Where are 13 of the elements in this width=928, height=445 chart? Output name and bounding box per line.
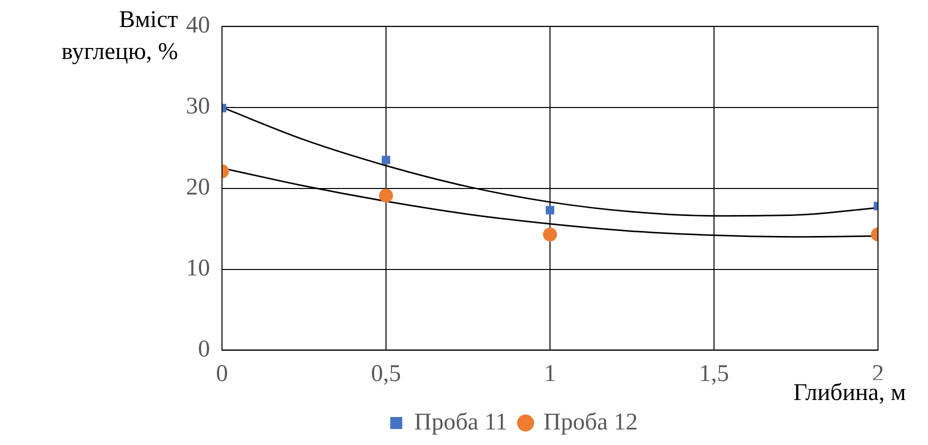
- x-tick-label: 0,5: [371, 360, 401, 387]
- y-tick-label: 40: [186, 12, 210, 39]
- x-tick-label: 1: [544, 360, 556, 387]
- x-axis-title: Глибина, м: [791, 380, 908, 407]
- legend-label: Проба 12: [544, 409, 638, 436]
- y-axis-title: Вміст вуглецю, %: [60, 6, 178, 67]
- y-tick-label: 10: [186, 256, 210, 282]
- y-tick-label: 0: [198, 336, 210, 362]
- y-tick-label: 20: [186, 174, 210, 201]
- legend-label: Проба 11: [414, 409, 508, 436]
- y-tick-label: 30: [186, 94, 210, 120]
- x-tick-label: 1,5: [699, 360, 729, 387]
- x-tick-label: 0: [216, 360, 228, 387]
